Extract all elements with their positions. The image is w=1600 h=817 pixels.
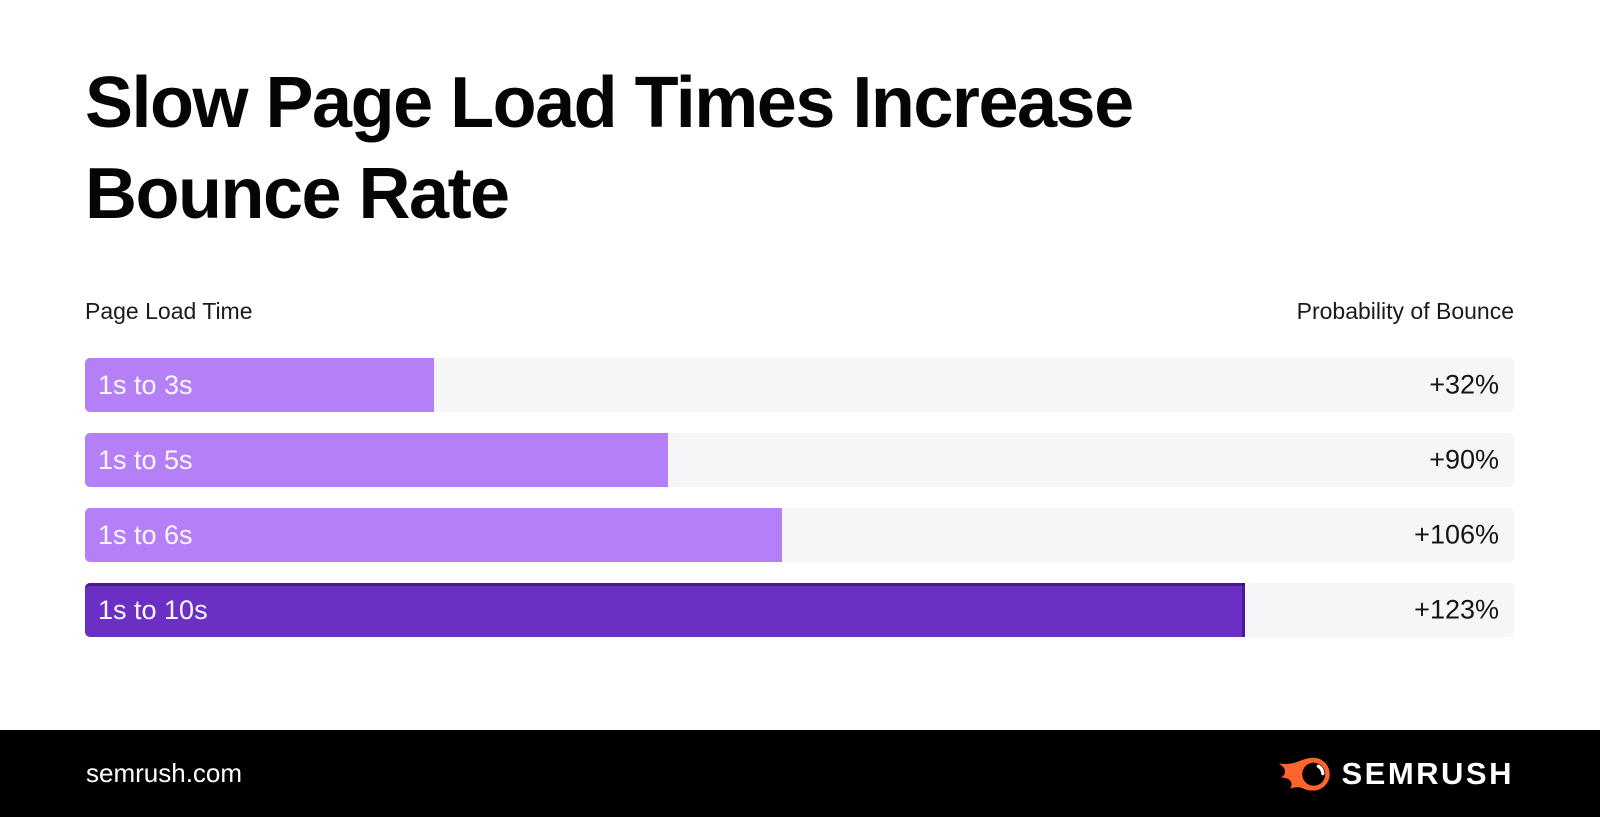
bar-label: 1s to 10s bbox=[98, 594, 208, 625]
bar-track: 1s to 5s +90% bbox=[85, 433, 1514, 487]
bar-value: +123% bbox=[1414, 594, 1499, 625]
page-title-line1: Slow Page Load Times Increase bbox=[85, 63, 1134, 143]
bar-label: 1s to 3s bbox=[98, 369, 193, 400]
bar-label: 1s to 5s bbox=[98, 444, 193, 475]
axis-label-probability-of-bounce: Probability of Bounce bbox=[1296, 298, 1514, 324]
semrush-logo: SEMRUSH bbox=[1278, 756, 1514, 792]
footer-bar: semrush.com SEMRUSH bbox=[0, 730, 1600, 817]
semrush-wordmark: SEMRUSH bbox=[1341, 755, 1514, 791]
semrush-flame-icon bbox=[1279, 757, 1331, 791]
chart-headers: Page Load Time Probability of Bounce bbox=[85, 298, 1514, 325]
bar-track: 1s to 6s +106% bbox=[85, 508, 1514, 562]
bar-value: +90% bbox=[1429, 444, 1499, 475]
bar-value: +32% bbox=[1429, 369, 1499, 400]
chart-rows: 1s to 3s +32% 1s to 5s +90% 1s to 6s +106% 1s … bbox=[85, 358, 1514, 637]
bounce-rate-chart: Page Load Time Probability of Bounce 1s … bbox=[85, 298, 1514, 637]
bar-track: 1s to 10s +123% bbox=[85, 583, 1514, 637]
bar: 1s to 6s bbox=[85, 508, 783, 562]
bar: 1s to 3s bbox=[85, 358, 434, 412]
bar-value: +106% bbox=[1414, 519, 1499, 550]
page-title-line2: Bounce Rate bbox=[85, 153, 510, 234]
bar: 1s to 5s bbox=[85, 433, 669, 487]
bar-label: 1s to 6s bbox=[98, 519, 193, 550]
page-title: Slow Page Load Times Increase Bounce Rat… bbox=[85, 58, 1134, 239]
bar-track: 1s to 3s +32% bbox=[85, 358, 1514, 412]
bar: 1s to 10s bbox=[85, 583, 1246, 637]
axis-label-page-load-time: Page Load Time bbox=[85, 298, 253, 324]
footer-site-url: semrush.com bbox=[86, 758, 243, 788]
